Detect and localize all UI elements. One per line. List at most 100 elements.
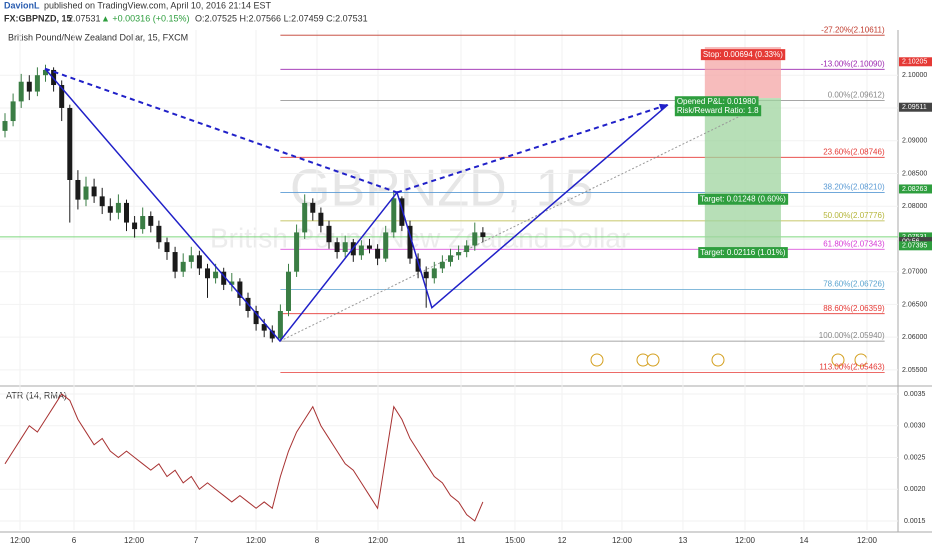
x-tick-label: 12 xyxy=(558,536,567,545)
candle-body xyxy=(415,258,421,272)
candle-body xyxy=(59,85,65,108)
x-tick-label: 13 xyxy=(678,536,687,545)
candle-body xyxy=(456,252,462,256)
chart-title: British Pound/New Zealand Dollar, 15, FX… xyxy=(8,32,188,42)
candle-body xyxy=(269,330,275,339)
candle-body xyxy=(123,202,129,223)
fib-label: -27.20%(2.10611) xyxy=(821,25,885,34)
candle-body xyxy=(148,216,154,226)
y-tick-label: 2.08500 xyxy=(902,170,927,177)
candle-body xyxy=(172,252,178,272)
candle-body xyxy=(164,242,170,253)
candle-body xyxy=(91,186,97,197)
price-tag xyxy=(899,57,932,67)
candle-body xyxy=(302,202,308,233)
position-label: Risk/Reward Ratio: 1.8 xyxy=(677,106,759,115)
candle-body xyxy=(221,271,227,285)
x-tick-label: 12:00 xyxy=(10,536,31,545)
price-tag-label: 2.09511 xyxy=(902,104,927,111)
x-tick-label: 6 xyxy=(72,536,77,545)
x-tick-label: 12:00 xyxy=(857,536,878,545)
candle-body xyxy=(2,121,8,131)
candle-body xyxy=(180,261,186,272)
fib-label: 113.00%(2.05463) xyxy=(819,362,885,371)
fib-label: 23.60%(2.08746) xyxy=(823,147,885,156)
candle-body xyxy=(431,268,437,279)
candle-body xyxy=(204,268,210,279)
candle-body xyxy=(480,232,486,237)
y-tick-label: 2.06500 xyxy=(902,301,927,308)
candle-body xyxy=(383,232,389,259)
candle-body xyxy=(366,245,372,249)
watermark: GBPNZD, 15 xyxy=(290,160,593,218)
y-tick-label: 0.0035 xyxy=(904,391,926,398)
ohlc: O:2.07525 H:2.07566 L:2.07459 C:2.07531 xyxy=(195,13,368,23)
price-tag-label: 2.10205 xyxy=(902,59,927,66)
candle-body xyxy=(253,310,259,325)
fib-label: 0.00%(2.09612) xyxy=(828,91,885,100)
change: ▲ +0.00316 (+0.15%) xyxy=(101,13,189,23)
candle-body xyxy=(334,242,340,253)
candle-body xyxy=(277,310,283,339)
candle-body xyxy=(188,255,194,262)
candle-body xyxy=(447,255,453,262)
candle-body xyxy=(107,206,113,213)
position-label: Target: 0.02116 (1.01%) xyxy=(700,248,786,257)
price-tag xyxy=(899,241,932,251)
candle-body xyxy=(196,255,202,269)
fib-label: -13.00%(2.10090) xyxy=(821,59,885,68)
candle-body xyxy=(464,245,470,253)
candle-body xyxy=(439,261,445,269)
candle-body xyxy=(375,248,381,259)
y-tick-label: 0.0020 xyxy=(904,486,926,493)
x-tick-label: 12:00 xyxy=(368,536,389,545)
candle-body xyxy=(10,101,16,122)
y-tick-label: 0.0030 xyxy=(904,423,926,430)
price-tag-label: 2.08263 xyxy=(902,186,927,193)
candle-body xyxy=(285,271,291,311)
y-tick-label: 2.10000 xyxy=(902,72,927,79)
x-tick-label: 15:00 xyxy=(505,536,526,545)
position-label: Target: 0.01248 (0.60%) xyxy=(700,195,786,204)
candle-body xyxy=(67,107,73,180)
candle-body xyxy=(99,196,105,207)
candle-body xyxy=(342,242,348,253)
candle-body xyxy=(472,232,478,246)
price-tag xyxy=(899,232,932,242)
candle-body xyxy=(237,281,243,298)
watermark-sub: British Pound/New Zealand Dollar xyxy=(210,222,630,253)
atr-line xyxy=(4,393,484,522)
published: published on TradingView.com, April 10, … xyxy=(44,0,271,10)
x-tick-label: 11 xyxy=(457,536,466,545)
candle-body xyxy=(34,75,40,92)
candle-body xyxy=(75,179,81,200)
x-tick-label: 8 xyxy=(315,536,320,545)
last: 2.07531 xyxy=(68,13,101,23)
position-label: Stop: 0.00694 (0.33%) xyxy=(703,50,783,59)
y-tick-label: 2.08000 xyxy=(902,203,927,210)
candle-body xyxy=(26,81,32,92)
x-tick-label: 14 xyxy=(800,536,809,545)
candle-body xyxy=(229,281,235,285)
candle-body xyxy=(42,69,48,76)
x-tick-label: 12:00 xyxy=(124,536,145,545)
trend-line xyxy=(279,110,751,342)
candle-body xyxy=(326,225,332,243)
fib-label: 61.80%(2.07343) xyxy=(823,239,885,248)
candle-body xyxy=(399,198,405,226)
candle-body xyxy=(318,212,324,226)
position-label-bg xyxy=(697,193,789,205)
symbol: FX:GBPNZD, 15 xyxy=(4,13,72,23)
position-label-bg xyxy=(700,49,786,61)
event-icons xyxy=(590,353,868,367)
y-tick-label: 2.09000 xyxy=(902,138,927,145)
price-tag xyxy=(899,102,932,112)
fib-label: 88.60%(2.06359) xyxy=(823,304,885,313)
pattern-dashed xyxy=(44,67,398,194)
publisher: DavionL xyxy=(4,0,40,10)
candle-body xyxy=(407,225,413,259)
candle-body xyxy=(261,324,267,331)
